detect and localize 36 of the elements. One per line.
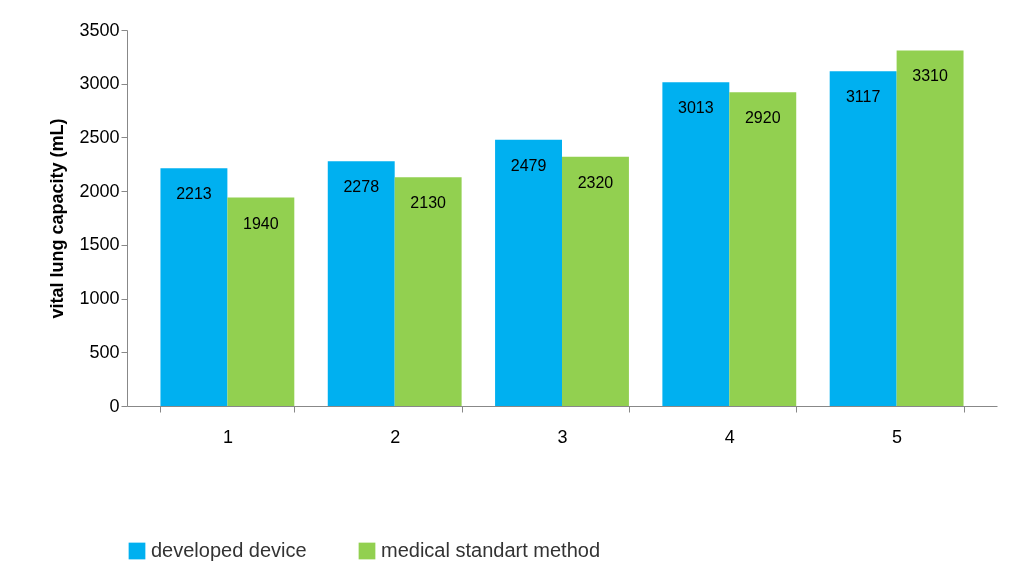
y-tick-label: 3500 [79, 19, 120, 40]
y-tick-label: 1000 [79, 288, 120, 309]
bar [495, 139, 562, 406]
y-tick-label: 1500 [79, 234, 120, 255]
data-label: 2320 [577, 173, 614, 191]
x-tick-label: 3 [557, 426, 568, 447]
bar [662, 82, 730, 406]
data-label: 1940 [243, 214, 279, 232]
data-label: 2130 [410, 194, 447, 212]
bar [160, 168, 228, 406]
x-tick-label: 4 [724, 426, 735, 447]
bar [729, 92, 797, 406]
x-tick-label: 2 [390, 426, 401, 447]
y-axis-title: vital lung capacity (mL) [47, 118, 68, 319]
data-label: 2920 [744, 109, 781, 127]
x-tick-label: 5 [892, 426, 903, 447]
y-tick-label: 500 [89, 341, 120, 362]
legend-label: developed device [151, 539, 307, 561]
data-label: 3013 [678, 99, 714, 117]
data-label: 2278 [343, 178, 380, 196]
bar [562, 156, 629, 406]
bar [394, 177, 462, 406]
bar [896, 50, 964, 406]
y-tick-label: 3000 [79, 73, 120, 94]
y-tick-label: 2000 [79, 180, 120, 201]
data-label: 2213 [176, 185, 212, 203]
bar [227, 197, 295, 406]
data-label: 3117 [845, 88, 881, 106]
legend-label: medical standart method [381, 539, 601, 561]
x-tick-label: 1 [222, 426, 233, 447]
y-tick-label: 2500 [79, 126, 120, 147]
y-tick-label: 0 [109, 395, 120, 416]
data-label: 3310 [912, 67, 948, 85]
bar [327, 161, 395, 406]
bar [829, 71, 897, 406]
data-label: 2479 [510, 156, 547, 174]
